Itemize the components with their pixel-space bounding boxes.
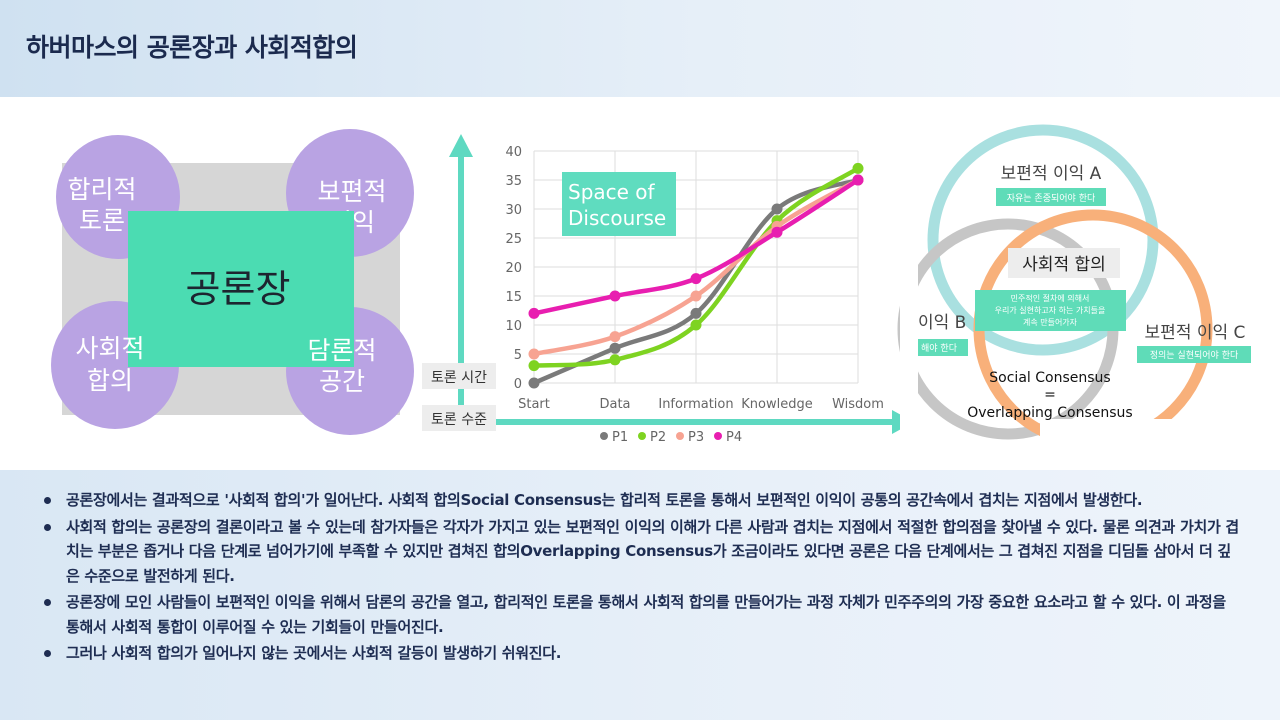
chart-point-p1	[609, 342, 621, 354]
venn-left-mask	[900, 97, 918, 470]
circle-2-line1: 보편적	[317, 177, 386, 206]
vertical-arrow-head	[449, 134, 473, 157]
circle-3-line1: 사회적	[75, 334, 144, 363]
chart-y-tick-label: 20	[505, 261, 522, 276]
page-title: 하버마스의 공론장과 사회적합의	[26, 33, 358, 62]
venn-center-desc-2: 우리가 실현하고자 하는 가치들을	[995, 305, 1106, 315]
venn-c-desc: 정의는 실현되어야 한다	[1150, 350, 1239, 361]
vertical-arrow-shaft	[458, 152, 464, 412]
public-sphere-diagram: 합리적 토론 보편적 이익 사회적 합의 담론적 공간 공론장	[51, 129, 414, 435]
legend-label-p1: P1	[612, 430, 628, 445]
chart-title-line2: Discourse	[568, 206, 666, 230]
horizontal-arrow-shaft	[470, 419, 896, 425]
center-box	[128, 211, 354, 367]
legend-marker-p4	[714, 432, 722, 440]
chart-y-tick-label: 25	[505, 232, 522, 247]
chart-x-ticks: Start Data Information Knowledge Wisdom	[518, 397, 884, 412]
horizontal-axis-label-box	[422, 405, 496, 431]
chart-point-p4	[852, 174, 864, 186]
venn-circle-a	[927, 124, 1159, 356]
venn-caption-2: =	[1044, 387, 1056, 403]
chart-y-tick-label: 30	[505, 203, 522, 218]
chart-y-tick-label: 40	[505, 145, 522, 160]
line-chart: 0 5 10 15 20 25 30 35 40 Start Data Information Kno…	[505, 145, 883, 445]
bullet-item: 그러나 사회적 합의가 일어나지 않는 곳에서는 사회적 갈등이 발생하기 쉬워…	[44, 641, 1244, 666]
venn-center-desc-1: 민주적인 절차에 의해서	[1011, 293, 1090, 303]
venn-center-title-box	[1008, 248, 1120, 278]
chart-point-p4	[528, 307, 540, 319]
header: 하버마스의 공론장과 사회적합의	[0, 0, 1280, 97]
chart-y-tick-label: 35	[505, 174, 522, 189]
venn-caption-3: Overlapping Consensus	[967, 405, 1132, 421]
chart-point-p4	[771, 226, 783, 238]
horizontal-axis-label: 토론 수준	[431, 412, 487, 428]
chart-point-p2	[852, 162, 864, 174]
venn-b-title: 이익 B	[918, 313, 966, 333]
venn-b-desc: 해야 한다	[921, 343, 958, 354]
legend-marker-p1	[600, 432, 608, 440]
chart-point-p4	[609, 290, 621, 302]
circle-1-line1: 합리적	[67, 175, 136, 204]
circle-1-line2: 토론	[79, 206, 125, 235]
chart-title-box	[562, 172, 676, 236]
chart-x-tick-label: Wisdom	[832, 397, 884, 412]
circle-4-line2: 공간	[319, 367, 365, 396]
circle-4-line1: 담론적	[307, 336, 376, 365]
chart-point-p3	[528, 348, 540, 360]
bullet-item: 공론장에서는 결과적으로 '사회적 합의'가 일어난다. 사회적 합의Socia…	[44, 488, 1244, 513]
text-section: 공론장에서는 결과적으로 '사회적 합의'가 일어난다. 사회적 합의Socia…	[0, 470, 1280, 720]
chart-x-tick-label: Knowledge	[741, 397, 812, 412]
chart-y-ticks: 0 5 10 15 20 25 30 35 40	[505, 145, 522, 392]
venn-a-desc-box	[996, 188, 1106, 206]
venn-c-desc-box	[1137, 346, 1251, 363]
figure-svg: 합리적 토론 보편적 이익 사회적 합의 담론적 공간 공론장 토론 시간 토론…	[51, 97, 1280, 470]
venn-c-edge-mask	[1040, 419, 1280, 459]
vertical-axis-label-box	[422, 363, 496, 389]
venn-c-title: 보편적 이익 C	[1145, 323, 1246, 343]
vertical-axis-label: 토론 시간	[431, 370, 487, 386]
legend-label-p4: P4	[726, 430, 742, 445]
chart-point-p2	[690, 319, 702, 331]
venn-b-desc-box	[918, 339, 968, 356]
chart-title-line1: Space of	[568, 180, 656, 204]
bullet-item: 사회적 합의는 공론장의 결론이라고 볼 수 있는데 참가자들은 각자가 가지고…	[44, 515, 1244, 589]
legend-marker-p3	[676, 432, 684, 440]
chart-point-p3	[609, 331, 621, 343]
chart-y-tick-label: 10	[505, 319, 522, 334]
venn-caption-1: Social Consensus	[989, 370, 1110, 386]
chart-point-p2	[609, 354, 621, 366]
venn-a-desc: 자유는 존중되어야 한다	[1007, 193, 1096, 204]
chart-series	[528, 162, 864, 389]
chart-y-tick-label: 5	[514, 348, 522, 363]
legend-label-p2: P2	[650, 430, 666, 445]
chart-y-tick-label: 15	[505, 290, 522, 305]
chart-point-p2	[528, 360, 540, 372]
chart-x-tick-label: Data	[599, 397, 630, 412]
figure-area: 합리적 토론 보편적 이익 사회적 합의 담론적 공간 공론장 토론 시간 토론…	[0, 97, 1280, 470]
venn-diagram: 보편적 이익 A 자유는 존중되어야 한다 사회적 합의 민주적인 절차에 의해…	[897, 97, 1280, 470]
chart-point-p1	[528, 377, 540, 389]
center-label: 공론장	[186, 267, 291, 311]
venn-center-title: 사회적 합의	[1022, 255, 1106, 275]
legend-marker-p2	[638, 432, 646, 440]
chart-point-p3	[690, 290, 702, 302]
circle-3-line2: 합의	[87, 366, 133, 395]
chart-x-tick-label: Start	[518, 397, 550, 412]
chart-point-p1	[771, 203, 783, 215]
venn-a-title: 보편적 이익 A	[1001, 164, 1102, 184]
bullet-item: 공론장에 모인 사람들이 보편적인 이익을 위해서 담론의 공간을 열고, 합리…	[44, 590, 1244, 639]
legend-label-p3: P3	[688, 430, 704, 445]
chart-point-p1	[690, 307, 702, 319]
venn-center-desc-box	[975, 290, 1126, 331]
bullet-list: 공론장에서는 결과적으로 '사회적 합의'가 일어난다. 사회적 합의Socia…	[44, 488, 1244, 668]
venn-center-desc-3: 계속 만들어가자	[1023, 317, 1078, 327]
chart-point-p4	[690, 273, 702, 285]
chart-legend: P1 P2 P3 P4	[600, 430, 742, 445]
chart-y-tick-label: 0	[514, 377, 522, 392]
chart-x-tick-label: Information	[658, 397, 733, 412]
